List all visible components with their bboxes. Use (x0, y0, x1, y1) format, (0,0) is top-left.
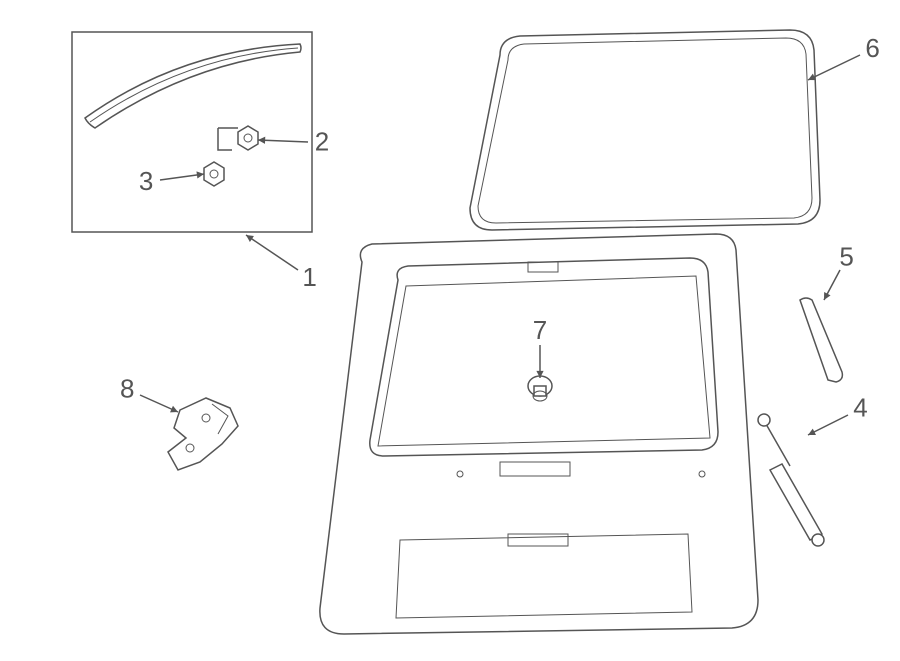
callout-label-2: 2 (315, 127, 329, 157)
callout-label-3: 3 (139, 166, 153, 196)
part-rear-glass-seal-6 (470, 30, 820, 230)
callout-arrowhead-1 (246, 235, 254, 242)
callout-arrow-2 (258, 140, 308, 142)
callout-arrowhead-3 (196, 171, 204, 178)
callout-label-6: 6 (865, 33, 879, 63)
part-nut-bracket-2 (218, 126, 258, 150)
part-strut-cover-5 (800, 298, 842, 382)
callout-arrowhead-2 (258, 137, 265, 144)
callout-arrow-1 (246, 235, 298, 270)
callout-label-5: 5 (839, 242, 853, 272)
callout-arrow-6 (808, 55, 860, 80)
part-hinge-8 (168, 398, 238, 470)
part-nut-3 (204, 162, 224, 186)
callout-label-7: 7 (533, 315, 547, 345)
part-spoiler (85, 44, 301, 128)
part-liftgate-body (320, 234, 758, 634)
callout-label-8: 8 (120, 373, 134, 403)
parts-diagram: 1 2 3 4 5 6 7 8 (0, 0, 900, 661)
callout-label-4: 4 (853, 393, 867, 423)
group-box-1 (72, 32, 312, 232)
callout-label-1: 1 (302, 262, 316, 292)
